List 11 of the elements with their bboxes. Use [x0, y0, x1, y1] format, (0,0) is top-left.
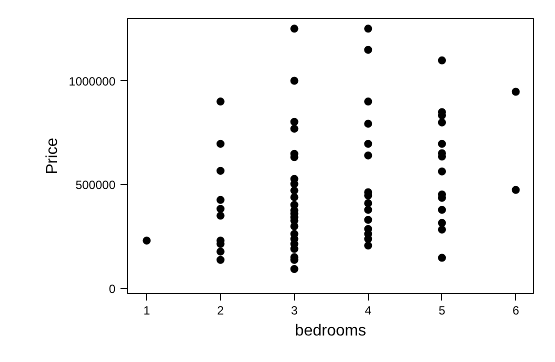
- x-tick-label: 3: [290, 304, 298, 318]
- y-tick-label: 1000000: [68, 74, 116, 88]
- x-tick-label: 1: [143, 304, 150, 318]
- x-tick-label: 4: [364, 304, 372, 318]
- y-tick-label: 500000: [75, 178, 116, 192]
- x-tick-label: 6: [512, 304, 520, 318]
- x-tick-label: 5: [438, 304, 446, 318]
- x-tick-label: 2: [217, 304, 224, 318]
- y-tick-label: 0: [108, 282, 116, 296]
- y-axis-title: Price: [44, 138, 61, 174]
- x-axis-title: bedrooms: [294, 322, 366, 340]
